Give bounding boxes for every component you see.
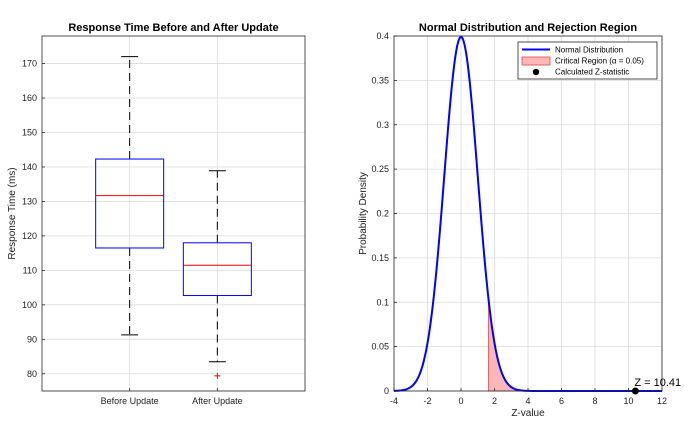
z-statistic-annotation: Z = 10.41 — [634, 377, 681, 389]
boxplot-title: Response Time Before and After Update — [68, 22, 278, 34]
normal-xtick-label: 4 — [525, 396, 530, 406]
normal-xtick-label: 2 — [492, 396, 497, 406]
normal-ytick-label: 0.15 — [371, 253, 389, 263]
normal-ytick-label: 0.1 — [376, 297, 389, 307]
normal-ytick-label: 0.4 — [376, 31, 389, 41]
legend-region-swatch — [521, 56, 551, 66]
boxplot-ytick-label: 170 — [22, 59, 37, 69]
boxplot-ytick-label: 80 — [27, 369, 37, 379]
normal-xtick-label: 10 — [623, 396, 633, 406]
boxplot-boxes — [95, 56, 252, 379]
legend: Normal Distribution Critical Region (α =… — [517, 41, 658, 80]
boxplot-ytick-label: 160 — [22, 93, 37, 103]
normal-ytick-label: 0.35 — [371, 75, 389, 85]
boxplot-ytick-label: 100 — [22, 300, 37, 310]
normal-grid — [393, 35, 663, 392]
box-iqr — [182, 242, 252, 297]
normal-ytick-label: 0.05 — [371, 342, 389, 352]
legend-point-swatch — [532, 68, 540, 76]
normal-xtick-label: -2 — [423, 396, 431, 406]
normal-ytick-label: 0 — [384, 386, 389, 396]
boxplot-ytick-label: 150 — [22, 128, 37, 138]
legend-entry-point: Calculated Z-statistic — [555, 68, 629, 77]
normal-xtick-label: 12 — [657, 396, 667, 406]
legend-entry-curve: Normal Distribution — [555, 46, 623, 55]
boxplot-chart: 80 90 100 110 120 130 140 150 160 170 Before Updat… — [7, 22, 306, 406]
normal-xtick-label: 8 — [592, 396, 597, 406]
normal-x-axis-label: Z-value — [511, 408, 545, 419]
normal-distribution-chart: -4 -2 0 2 4 6 8 10 12 0 0.05 0.1 0.15 0.2 0.25 0.3 0.35 0… — [358, 22, 681, 419]
boxplot-ytick-label: 120 — [22, 231, 37, 241]
boxplot-ytick-label: 140 — [22, 162, 37, 172]
normal-y-axis-label: Probability Density — [358, 172, 369, 255]
normal-xtick-label: 6 — [559, 396, 564, 406]
box-iqr — [95, 158, 165, 249]
normal-xtick-label: 0 — [458, 396, 463, 406]
normal-xtick-label: -4 — [390, 396, 398, 406]
boxplot-ticks: 80 90 100 110 120 130 140 150 160 170 Before Updat… — [22, 59, 243, 406]
outlier-marker — [214, 372, 221, 379]
normal-ytick-label: 0.25 — [371, 164, 389, 174]
normal-title: Normal Distribution and Rejection Region — [419, 22, 637, 34]
boxplot-xtick-label: After Update — [192, 396, 243, 406]
boxplot-ytick-label: 90 — [27, 334, 37, 344]
box-1 — [95, 56, 165, 336]
normal-ytick-label: 0.3 — [376, 120, 389, 130]
normal-ytick-label: 0.2 — [376, 209, 389, 219]
boxplot-ytick-label: 130 — [22, 196, 37, 206]
boxplot-axes-frame — [41, 35, 306, 392]
boxplot-ytick-label: 110 — [23, 265, 37, 275]
boxplot-grid — [42, 36, 305, 391]
box-2 — [182, 170, 252, 379]
legend-entry-region: Critical Region (α = 0.05) — [555, 57, 644, 66]
normal-ticks: -4 -2 0 2 4 6 8 10 12 0 0.05 0.1 0.15 0.2 0.25 0.3 0.35 0… — [371, 31, 667, 406]
boxplot-xtick-label: Before Update — [101, 396, 159, 406]
z-statistic-point — [631, 387, 639, 395]
boxplot-y-axis-label: Response Time (ms) — [7, 167, 18, 259]
